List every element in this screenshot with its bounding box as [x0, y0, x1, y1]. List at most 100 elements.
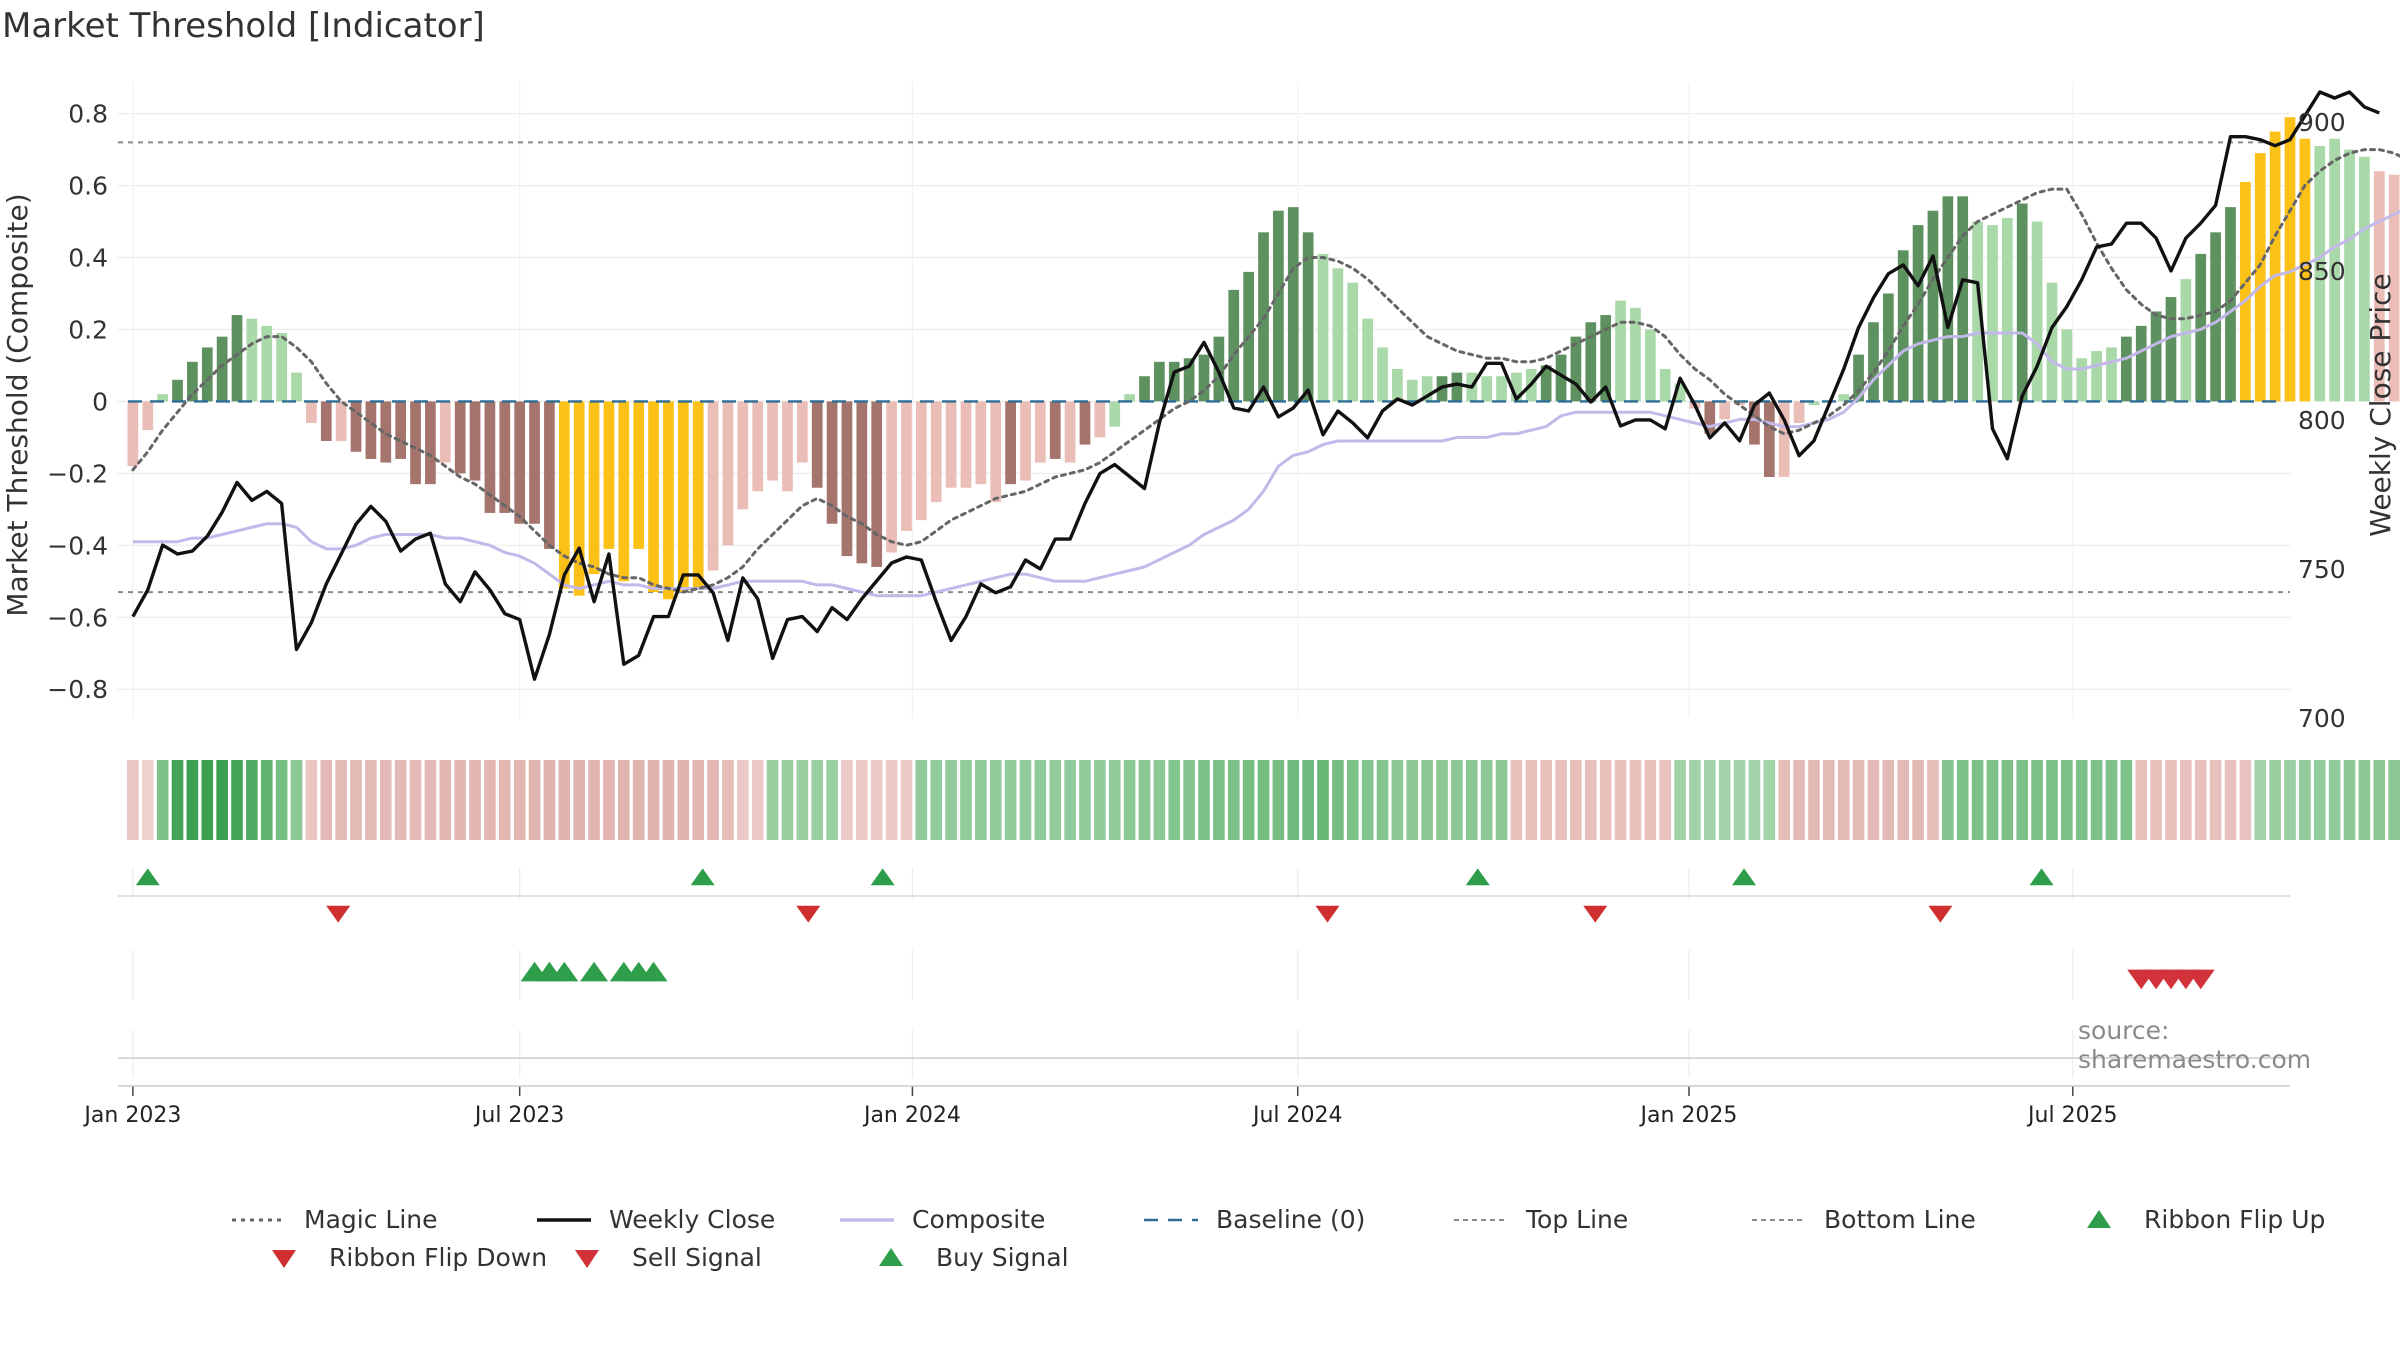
legend-item: Sell Signal [558, 1243, 762, 1272]
ribbon-cell [1927, 760, 1939, 840]
composite-bar [2046, 282, 2058, 402]
buy-signal-marker [550, 961, 579, 982]
composite-bar [1511, 372, 1522, 402]
x-tick-label: Jan 2025 [1639, 1103, 1738, 1128]
ribbon-cell [1108, 760, 1121, 840]
ribbon-cell [1540, 760, 1552, 840]
composite-bar [811, 401, 823, 488]
composite-bar [767, 401, 778, 481]
ribbon-cell [379, 760, 392, 840]
composite-bar [127, 401, 139, 467]
composite-bar [707, 401, 719, 571]
ribbon-cell [2194, 760, 2207, 840]
x-tick-label: Jul 2025 [2026, 1103, 2118, 1128]
ribbon-cell [528, 760, 541, 840]
ribbon-cell [2180, 760, 2192, 840]
ribbon-cell [870, 760, 883, 840]
x-tick-label: Jan 2023 [82, 1103, 181, 1128]
ribbon-cell [2284, 760, 2296, 840]
ribbon-cell [588, 760, 600, 840]
ribbon-cell [1079, 760, 1091, 840]
legend-item: Weekly Close [535, 1205, 775, 1234]
ribbon-cell [1064, 760, 1076, 840]
y-left-tick-label: −0.4 [47, 531, 108, 560]
signal-rows [118, 868, 2290, 1059]
source-note: source: sharemaestro.com [2078, 1016, 2312, 1074]
ribbon-flip-down-marker [326, 905, 351, 923]
composite-bar [2373, 171, 2385, 402]
composite-bar [335, 401, 347, 441]
y-left-axis-title: Market Threshold (Composite) [1, 193, 34, 616]
legend-item: Ribbon Flip Up [2070, 1205, 2325, 1234]
legend-label: Composite [912, 1205, 1046, 1234]
composite-bar [1987, 225, 1998, 402]
ribbon-cell [141, 760, 154, 840]
ribbon-flip-up-marker [870, 868, 895, 886]
legend-symbol-icon [879, 1247, 903, 1266]
x-tick-label: Jul 2023 [473, 1103, 565, 1128]
ribbon-cell [1436, 760, 1448, 840]
legend-symbol-icon [272, 1249, 296, 1268]
composite-bar [930, 401, 942, 503]
composite-bar [469, 401, 481, 481]
legend-label: Magic Line [304, 1205, 438, 1234]
ribbon-cell [2031, 760, 2043, 840]
composite-bar [187, 361, 198, 402]
ribbon-cell [186, 760, 199, 840]
legend-item: Top Line [1452, 1205, 1628, 1234]
composite-bar [1198, 354, 1210, 402]
ribbon-cell [1704, 760, 1716, 840]
strength-ribbon [127, 760, 2400, 840]
composite-bar [157, 394, 168, 402]
composite-bar [1228, 289, 1240, 402]
y-left-tick-label: 0.2 [68, 315, 108, 344]
composite-bar [1570, 336, 1582, 402]
ribbon-cell [513, 760, 526, 840]
composite-bar [1674, 383, 1686, 402]
composite-bar [752, 401, 764, 492]
ribbon-cell [662, 760, 675, 840]
legend-label: Sell Signal [632, 1243, 762, 1272]
composite-bar [1064, 401, 1076, 463]
ribbon-cell [2105, 760, 2118, 840]
composite-bar [544, 401, 555, 549]
composite-bar [529, 401, 540, 524]
ribbon-cell [275, 760, 288, 840]
composite-bar [410, 401, 421, 485]
ribbon-cell [1986, 760, 1999, 840]
ribbon-cell [1391, 760, 1404, 840]
composite-bar [142, 401, 154, 431]
composite-bar [796, 401, 808, 463]
composite-bar [1347, 282, 1359, 402]
ribbon-cell [989, 760, 1002, 840]
composite-bar [1287, 207, 1299, 402]
composite-bar [1183, 358, 1195, 402]
legend-symbol-icon [232, 1218, 286, 1221]
legend-label: Top Line [1526, 1205, 1629, 1234]
ribbon-cell [900, 760, 913, 840]
ribbon-cell [677, 760, 690, 840]
ribbon-cell [618, 760, 630, 840]
y-right-tick-label: 850 [2298, 257, 2346, 286]
composite-bar [1585, 322, 1597, 402]
composite-bar [1808, 401, 1820, 405]
y-right-tick-label: 700 [2298, 704, 2346, 733]
composite-bar [990, 401, 1002, 503]
composite-bar [1793, 401, 1805, 423]
composite-bar [588, 401, 600, 575]
composite-bar [1154, 361, 1165, 402]
composite-bar [2344, 149, 2355, 402]
x-tick-label: Jan 2024 [862, 1103, 961, 1128]
ribbon-cell [811, 760, 824, 840]
composite-bar [603, 401, 615, 549]
ribbon-flip-down-marker [1583, 905, 1608, 923]
ribbon-cell [201, 760, 214, 840]
ribbon-cell [2135, 760, 2148, 840]
composite-bar [1302, 232, 1314, 402]
composite-bar [1273, 210, 1284, 402]
ribbon-flip-up-marker [135, 868, 160, 886]
composite-bar [1942, 196, 1954, 402]
y-right-tick-label: 750 [2298, 555, 2346, 584]
ribbon-cell [1198, 760, 1210, 840]
